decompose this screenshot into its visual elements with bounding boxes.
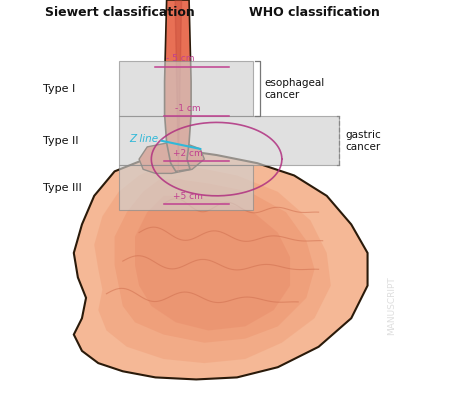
Polygon shape — [139, 143, 204, 173]
Polygon shape — [135, 196, 290, 330]
Text: Z line: Z line — [129, 134, 158, 144]
Text: esophageal
cancer: esophageal cancer — [264, 78, 325, 100]
Text: +2 cm: +2 cm — [173, 149, 203, 158]
Polygon shape — [115, 180, 315, 343]
Text: - 5 cm: - 5 cm — [165, 54, 194, 63]
Text: -1 cm: -1 cm — [175, 104, 201, 113]
Text: Siewert classification: Siewert classification — [45, 6, 195, 19]
Text: MANUSCRIPT: MANUSCRIPT — [388, 277, 397, 335]
Text: Type I: Type I — [43, 84, 75, 94]
Text: Type III: Type III — [43, 183, 82, 193]
Text: gastric
cancer: gastric cancer — [345, 130, 381, 151]
Polygon shape — [94, 165, 331, 363]
Polygon shape — [164, 0, 191, 171]
Text: Type II: Type II — [43, 136, 79, 146]
Text: WHO classification: WHO classification — [249, 6, 380, 19]
Bar — [118, 165, 253, 210]
Polygon shape — [74, 151, 367, 379]
Bar — [118, 61, 253, 116]
Text: +5 cm: +5 cm — [173, 192, 203, 201]
Bar — [118, 116, 339, 165]
